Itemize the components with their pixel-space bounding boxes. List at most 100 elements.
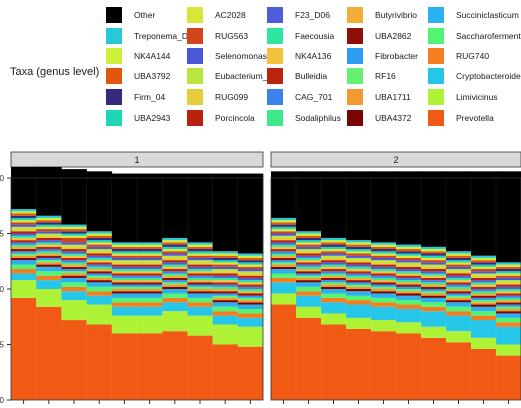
bar-segment-nk4a144 (137, 244, 163, 247)
bar-segment-treponema-d (321, 237, 347, 241)
bar-segment-rug740 (346, 300, 372, 305)
bar-segment-uba1711 (212, 297, 239, 301)
legend-key (347, 110, 363, 126)
bar-segment-rug099 (11, 229, 37, 232)
bar-segment-rug563 (321, 251, 347, 254)
bar-segment-uba3792 (137, 246, 163, 250)
bar-segment-selenomonas-b (471, 271, 497, 274)
bar-segment-uba3792 (446, 255, 472, 258)
bar-segment-uba3792 (471, 260, 497, 263)
bar-segment-f23-d06 (111, 266, 138, 270)
bar-segment-cryptobacteroides (346, 304, 372, 318)
bar-segment-treponema-d (396, 244, 422, 247)
bar-segment-other (237, 173, 264, 254)
bar-segment-cag-701 (11, 242, 37, 245)
legend-item: Fibrobacter (347, 48, 418, 64)
bar-segment-faecousia (296, 257, 322, 261)
bar-segment-f23-d06 (296, 255, 322, 258)
bar-segment-faecousia (421, 273, 447, 276)
bar-segment-nk4a136 (346, 269, 372, 272)
bar-segment-uba4372 (346, 289, 372, 292)
bar-segment-ac2028 (61, 235, 87, 238)
bar-segment-butyrivibrio (86, 269, 113, 272)
bar-segment-fibrobacter (36, 257, 62, 261)
bar-segment-uba4372 (296, 280, 322, 283)
bar-segment-nk4a144 (471, 257, 497, 261)
bar-segment-uba2943 (237, 262, 264, 265)
bar-segment-uba4372 (421, 295, 447, 298)
bar-segment-treponema-d (86, 231, 113, 234)
bar-segment-selenomonas-b (212, 266, 239, 270)
bar-segment-sodaliphilus (61, 262, 87, 265)
bar-segment-treponema-d (187, 242, 213, 245)
legend-key (106, 89, 122, 105)
bar-segment-uba3792 (162, 242, 188, 245)
bar-segment-nk4a136 (86, 260, 113, 263)
bar-segment-cag-701 (446, 284, 472, 287)
bar-segment-rug563 (11, 222, 37, 225)
bar-segment-nk4a144 (86, 233, 113, 236)
bar-segment-uba4372 (187, 291, 213, 294)
bar-segment-sodaliphilus (162, 273, 188, 276)
bar-segment-limivicinus (446, 331, 472, 343)
legend-item: RF16 (347, 68, 396, 84)
bar-segment-rug563 (346, 253, 372, 256)
bar-segment-nk4a136 (446, 280, 472, 283)
bar-segment-f23-d06 (86, 255, 113, 258)
bar-segment-ac2028 (212, 262, 239, 265)
bar-segment-uba4372 (396, 293, 422, 296)
bar-segment-rug740 (61, 286, 87, 292)
bar-segment-f23-d06 (471, 280, 497, 283)
legend-key (267, 110, 283, 126)
bar-segment-rug563 (111, 255, 138, 258)
bar-segment-eubacterium-q (11, 226, 37, 230)
bar-segment-succiniclasticum (371, 293, 397, 298)
bar-segment-eubacterium-q (111, 260, 138, 263)
bar-segment-other (421, 171, 447, 247)
bar-segment-uba3792 (111, 246, 138, 250)
bar-segment-uba1711 (111, 289, 138, 292)
bar-segment-cag-701 (471, 289, 497, 292)
bar-segment-succiniclasticum (137, 293, 163, 298)
legend-item: Limivicinus (428, 89, 498, 105)
bar-segment-rug563 (296, 244, 322, 247)
bar-segment-cryptobacteroides (162, 302, 188, 312)
bar-segment-ac2028 (421, 257, 447, 261)
bar-segment-nk4a144 (11, 211, 37, 214)
bar-segment-rf16 (396, 289, 422, 292)
bar-segment-faecousia (346, 266, 372, 270)
bar-segment-ac2028 (496, 273, 521, 276)
bar-segment-bulleidia (162, 269, 188, 272)
bar-segment-nk4a144 (187, 244, 213, 247)
legend-key (428, 110, 444, 126)
bar-segment-saccharofermentans (212, 306, 239, 312)
bar-segment-bulleidia (421, 277, 447, 281)
bar-segment-rf16 (36, 260, 62, 263)
bar-segment-bulleidia (212, 282, 239, 285)
bar-segment-bulleidia (11, 240, 37, 243)
bar-segment-rf16 (371, 286, 397, 289)
bar-segment-succiniclasticum (111, 293, 138, 298)
bar-segment-porcincola (61, 249, 87, 252)
bar-segment-f23-d06 (346, 264, 372, 267)
bar-segment-nk4a144 (296, 233, 322, 236)
bar-segment-rug099 (321, 257, 347, 261)
bar-segment-selenomonas-b (421, 262, 447, 265)
legend-item: RUG099 (187, 89, 248, 105)
bar-segment-uba1711 (321, 284, 347, 287)
bar-segment-saccharofermentans (346, 295, 372, 301)
legend-label: Prevotella (456, 113, 494, 123)
bar-segment-nk4a136 (471, 284, 497, 287)
bar-segment-rf16 (421, 291, 447, 294)
bar-segment-rug563 (86, 244, 113, 247)
bar-segment-sodaliphilus (471, 291, 497, 294)
bar-segment-uba2943 (61, 233, 87, 236)
bar-segment-sodaliphilus (237, 289, 264, 292)
bar-segment-sodaliphilus (111, 277, 138, 281)
bar-segment-sodaliphilus (36, 251, 62, 254)
bar-segment-eubacterium-q (137, 260, 163, 263)
bar-segment-uba2862 (321, 277, 347, 281)
bar-segment-uba1711 (296, 277, 322, 281)
bar-segment-uba3792 (212, 255, 239, 258)
bar-segment-rug740 (137, 302, 163, 307)
